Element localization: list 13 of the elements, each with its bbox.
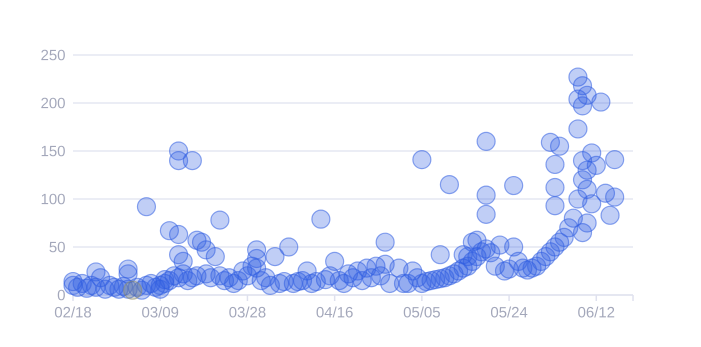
x-tick-label: 02/18 [54,306,92,318]
y-tick-label: 100 [42,194,65,204]
y-tick-label: 50 [49,242,65,252]
x-tick-label: 05/05 [404,306,440,318]
x-tick-label: 03/28 [229,306,266,318]
y-tick-label: 150 [42,146,65,156]
y-tick-label: 0 [58,290,65,300]
x-tick-label: 04/16 [316,306,353,318]
x-tick-label: 05/24 [490,306,528,318]
x-tick-label: 06/12 [578,306,614,318]
y-tick-label: 200 [41,98,65,108]
y-tick-label: 250 [41,50,65,60]
x-tick-label: 03/09 [142,306,178,318]
